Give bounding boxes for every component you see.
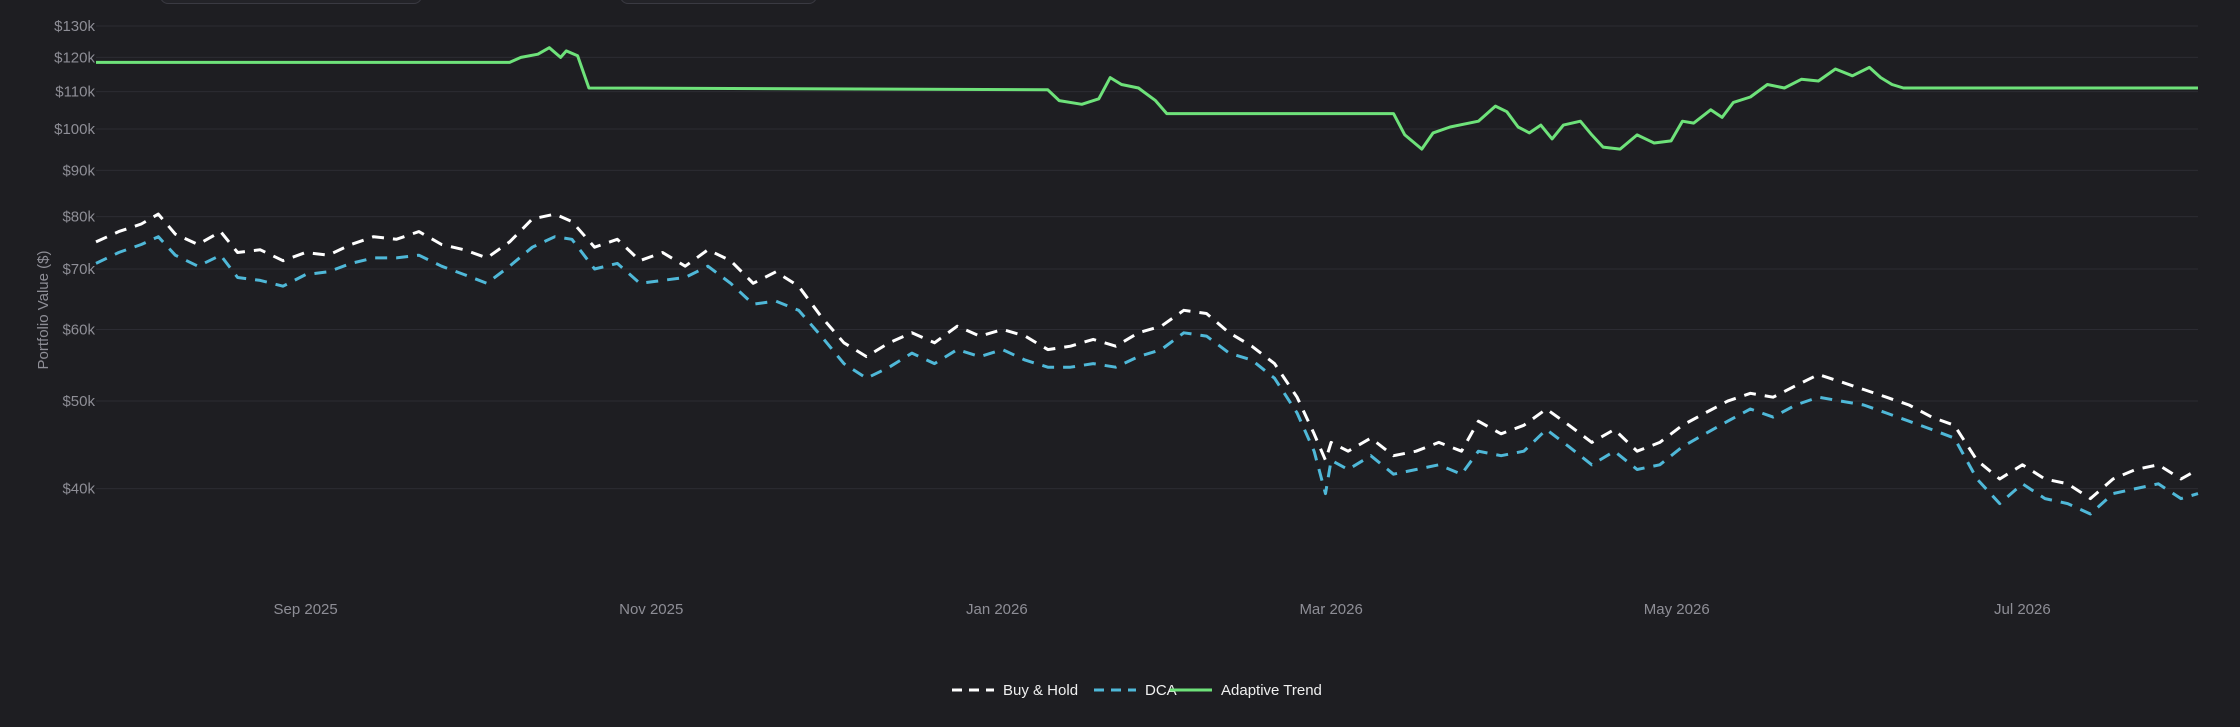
top-control-left[interactable]: [160, 0, 422, 4]
x-tick-label: Mar 2026: [1299, 601, 1362, 618]
legend-label: Adaptive Trend: [1221, 682, 1322, 699]
y-tick-label: $130k: [54, 18, 95, 35]
y-tick-label: $110k: [55, 84, 95, 101]
x-tick-label: Jan 2026: [966, 601, 1028, 618]
legend-item[interactable]: Buy & Hold: [952, 682, 1078, 699]
legend-label: Buy & Hold: [1003, 682, 1078, 699]
y-tick-label: $70k: [62, 261, 95, 278]
series-line-buy-hold: [95, 212, 2199, 501]
y-tick-label: $100k: [54, 121, 95, 138]
y-tick-label: $60k: [62, 321, 95, 338]
series-lines: [95, 46, 2199, 516]
legend-label: DCA: [1145, 682, 1177, 699]
y-axis-label: Portfolio Value ($): [35, 251, 52, 370]
legend-item[interactable]: Adaptive Trend: [1170, 682, 1322, 699]
y-tick-label: $40k: [62, 481, 95, 498]
legend[interactable]: Buy & Hold DCA Adaptive Trend: [952, 682, 1322, 699]
x-axis-ticks: Sep 2025 Nov 2025 Jan 2026 Mar 2026 May 2026…: [274, 601, 2051, 618]
top-control-right[interactable]: [620, 0, 817, 4]
x-tick-label: Sep 2025: [274, 601, 338, 618]
series-line-adaptive-trend: [96, 46, 2198, 151]
x-tick-label: Nov 2025: [619, 601, 683, 618]
series-line-dca: [95, 235, 2199, 516]
legend-item[interactable]: DCA: [1094, 682, 1177, 699]
y-axis-ticks: $40k $50k $60k $70k $80k $90k $100k $110k $120k $…: [54, 18, 95, 498]
y-tick-label: $80k: [62, 209, 95, 226]
y-tick-label: $90k: [62, 162, 95, 179]
y-tick-label: $50k: [62, 393, 95, 410]
x-tick-label: May 2026: [1644, 601, 1710, 618]
y-tick-label: $120k: [54, 49, 95, 66]
x-tick-label: Jul 2026: [1994, 601, 2051, 618]
